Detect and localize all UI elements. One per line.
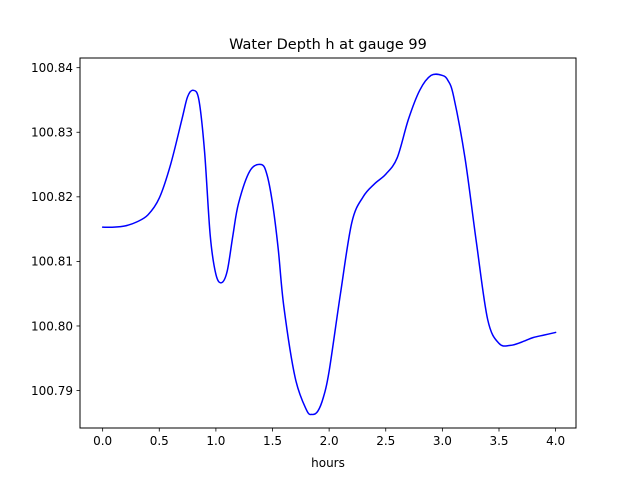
plot-layer [101,73,557,416]
x-tick-label: 3.5 [489,434,508,448]
x-tick-label: 0.5 [150,434,169,448]
chart-title: Water Depth h at gauge 99 [229,37,427,53]
x-tick-label: 4.0 [546,434,565,448]
y-tick-label: 100.82 [31,190,73,204]
x-tick-label: 2.5 [376,434,395,448]
x-tick-label: 3.0 [433,434,452,448]
x-tick-label: 0.0 [93,434,112,448]
y-tick-label: 100.79 [31,384,73,398]
x-tick-label: 1.0 [206,434,225,448]
y-axis-ticks: 100.79 100.80 100.81 100.82 100.83 100.84 [31,61,80,398]
y-tick-label: 100.83 [31,126,73,140]
x-axis-ticks: 0.0 0.5 1.0 1.5 2.0 2.5 3.0 3.5 4.0 [93,428,565,448]
x-tick-label: 2.0 [320,434,339,448]
x-tick-label: 1.5 [263,434,282,448]
axes-frame [79,57,577,429]
y-tick-label: 100.84 [31,61,73,75]
x-axis-label: hours [311,456,345,470]
series-line-1 [101,73,557,416]
y-tick-label: 100.80 [31,319,73,333]
y-tick-label: 100.81 [31,255,73,269]
